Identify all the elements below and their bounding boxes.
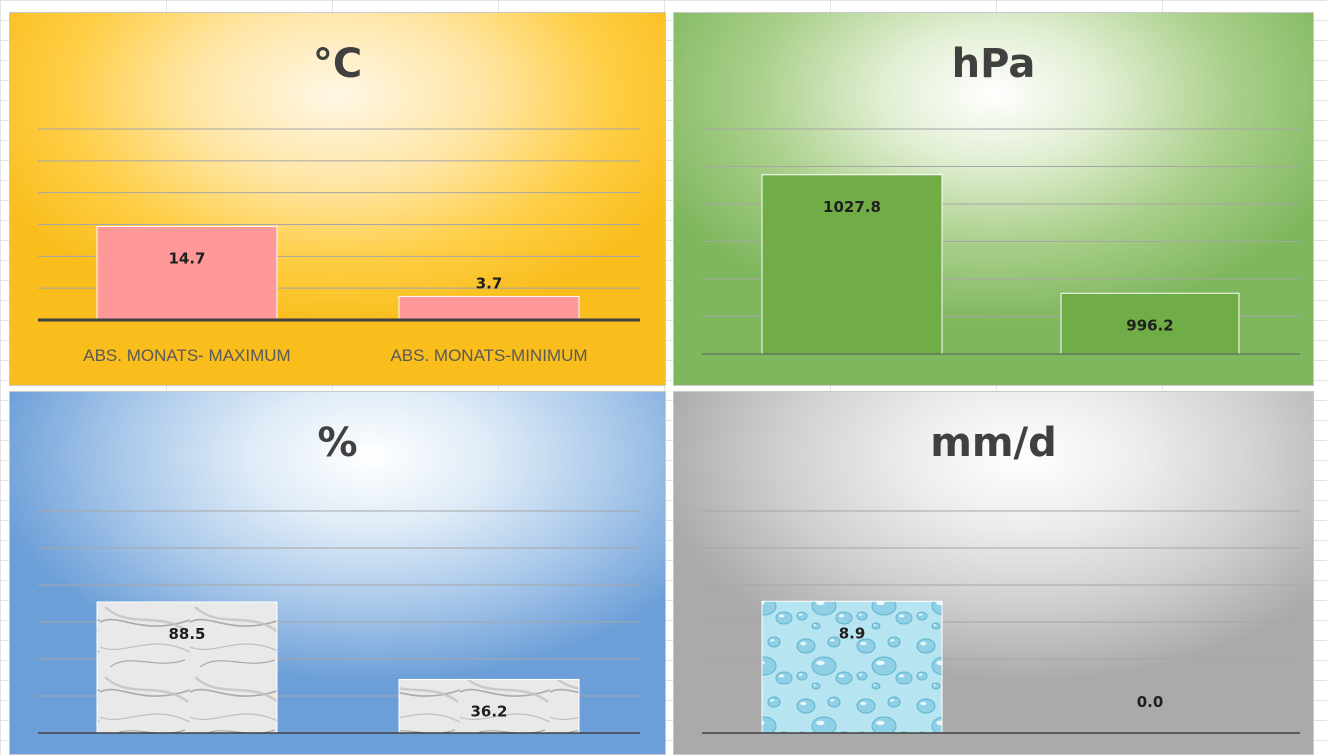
chart-pressure[interactable]: hPa 1027.8 996.2 <box>673 12 1314 386</box>
data-label: 0.0 <box>1137 693 1164 711</box>
chart-plot: 88.5 36.2 <box>38 510 640 734</box>
category-label: ABS. MONATS- MAXIMUM <box>83 346 290 365</box>
chart-plot: 8.9 0.0 <box>702 510 1300 734</box>
bar <box>398 295 580 321</box>
data-label: 996.2 <box>1126 316 1173 334</box>
bar <box>96 601 278 734</box>
chart-precipitation[interactable]: mm/d 8.9 0.0 <box>673 391 1314 755</box>
chart-plot: 1027.8 996.2 <box>702 128 1300 355</box>
category-label: ABS. MONATS-MINIMUM <box>390 346 587 365</box>
chart-plot: 14.7 ABS. MONATS- MAXIMUM 3.7 ABS. MONATS-M… <box>38 128 640 365</box>
bar <box>761 600 943 734</box>
data-label: 8.9 <box>839 624 866 642</box>
chart-temperature[interactable]: °C 14.7 ABS. MONATS- MAXIMUM 3.7 ABS. MONAT… <box>9 12 666 386</box>
chart-title: °C <box>312 41 363 87</box>
data-label: 88.5 <box>168 625 205 643</box>
chart-humidity[interactable]: % 88.5 36.2 <box>9 391 666 755</box>
bar <box>96 225 278 321</box>
chart-title: hPa <box>951 41 1036 87</box>
chart-title: mm/d <box>930 420 1057 466</box>
data-label: 14.7 <box>168 249 205 267</box>
data-label: 36.2 <box>470 702 507 720</box>
data-label: 1027.8 <box>823 198 881 216</box>
data-label: 3.7 <box>476 274 503 292</box>
chart-title: % <box>317 420 358 466</box>
